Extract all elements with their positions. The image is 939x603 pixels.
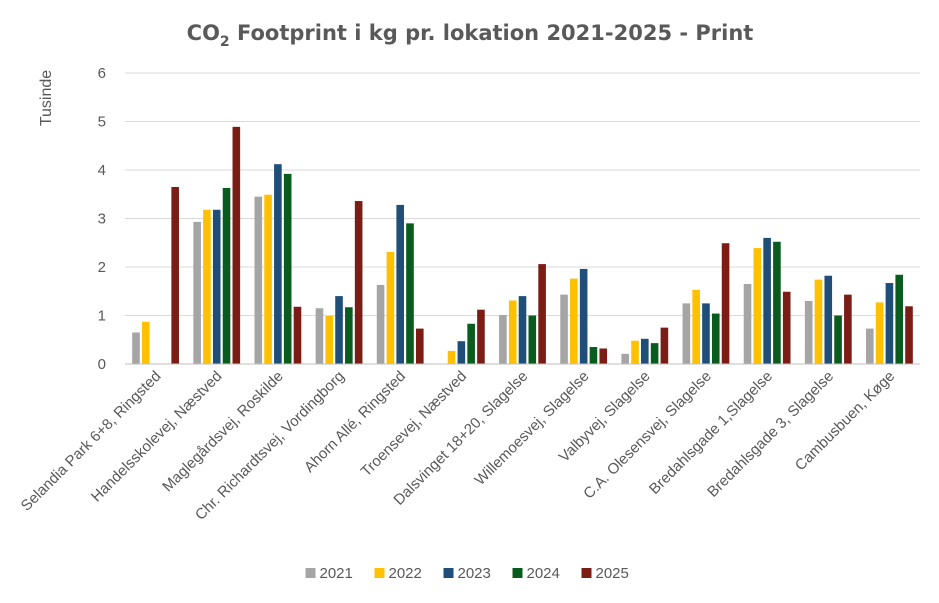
bar <box>763 237 771 364</box>
x-tick-label: Ahorn Allé, Ringsted <box>301 368 409 476</box>
bar <box>222 187 231 364</box>
chart-title: CO2 Footprint i kg pr. lokation 2021-202… <box>187 21 754 50</box>
bar <box>834 315 842 364</box>
chart-title-subscript: 2 <box>220 34 230 50</box>
x-tick-label: Willemoesvej, Slagelse <box>471 368 592 489</box>
bar <box>171 186 179 364</box>
x-tick-label: Maglegårdsvej, Roskilde <box>159 368 287 496</box>
legend-swatch <box>374 568 385 578</box>
bar <box>325 315 334 364</box>
bar <box>386 251 395 364</box>
bar <box>315 308 324 364</box>
y-tick-label: 4 <box>98 162 106 179</box>
x-tick-label: Bredahlsgade 3, Slagelse <box>704 368 837 501</box>
bar <box>599 348 608 364</box>
legend-swatch <box>512 568 523 578</box>
bar <box>824 275 833 364</box>
bar <box>711 313 720 364</box>
y-tick-label: 1 <box>98 308 106 325</box>
bar <box>293 306 302 364</box>
bar <box>866 328 874 364</box>
bar <box>702 303 710 365</box>
y-axis-label: Tusinde <box>38 70 55 126</box>
bar <box>660 327 669 365</box>
bar <box>203 209 211 364</box>
bar <box>376 284 385 364</box>
bar <box>905 306 913 364</box>
bar <box>415 328 424 364</box>
bar <box>254 196 263 364</box>
y-tick-label: 0 <box>98 356 106 373</box>
bar <box>560 294 568 364</box>
bar <box>212 209 221 364</box>
bar <box>538 264 546 364</box>
legend-label: 2021 <box>320 565 353 582</box>
bar <box>345 307 353 364</box>
legend-swatch <box>443 568 454 578</box>
x-tick-label: C.A. Olesensvej, Slagelse <box>580 368 715 503</box>
y-tick-label: 2 <box>98 259 106 276</box>
bar <box>885 283 894 364</box>
bar <box>274 164 282 364</box>
x-tick-label: Troensevej, Næstved <box>358 368 470 480</box>
bar <box>193 221 201 364</box>
bars <box>132 126 913 365</box>
bar <box>814 279 823 364</box>
bar <box>232 126 241 364</box>
bar <box>721 243 730 364</box>
bar <box>477 309 485 364</box>
bar <box>773 241 781 364</box>
bar <box>132 332 140 364</box>
bar <box>682 303 691 365</box>
bar <box>406 223 414 364</box>
bar <box>508 300 517 364</box>
legend-label: 2024 <box>527 565 560 582</box>
bar <box>447 350 456 364</box>
y-tick-label: 5 <box>98 114 106 131</box>
gridlines <box>125 72 920 316</box>
legend-label: 2022 <box>389 565 422 582</box>
bar <box>264 194 272 364</box>
y-tick-label: 3 <box>98 211 106 228</box>
legend: 2021 2022 2023 2024 2025 <box>305 565 629 582</box>
bar <box>354 201 363 364</box>
bar <box>570 278 578 364</box>
bar <box>141 321 150 364</box>
legend-label: 2023 <box>458 565 491 582</box>
x-tick-label: Bredahlsgade 1,Slagelse <box>646 368 776 498</box>
bar <box>621 353 630 364</box>
chart-title-main: CO <box>187 21 220 45</box>
bar <box>641 338 649 364</box>
legend-label: 2025 <box>596 565 629 582</box>
bar <box>895 274 904 364</box>
bar <box>457 341 466 364</box>
bar <box>753 248 762 364</box>
bar <box>650 343 659 364</box>
bar <box>692 289 700 364</box>
bar <box>844 294 852 364</box>
x-axis-labels: Selandia Park 6+8, RingstedHandelsskolev… <box>18 368 899 524</box>
bar <box>579 268 588 364</box>
bar <box>782 291 791 364</box>
bar <box>875 302 884 364</box>
bar <box>631 340 639 364</box>
chart-title-rest: Footprint i kg pr. lokation 2021-2025 - … <box>230 21 754 45</box>
bar <box>804 300 813 364</box>
bar <box>499 315 507 364</box>
bar <box>589 347 598 364</box>
bar <box>518 296 527 364</box>
y-axis-ticks: 0 1 2 3 4 5 6 <box>98 65 106 373</box>
y-tick-label: 6 <box>98 65 106 82</box>
bar <box>335 296 343 364</box>
bar <box>396 204 404 364</box>
legend-swatch <box>305 568 316 578</box>
bar <box>743 283 752 364</box>
bar <box>467 323 475 364</box>
bar <box>283 173 292 364</box>
bar <box>528 315 537 364</box>
legend-swatch <box>581 568 592 578</box>
